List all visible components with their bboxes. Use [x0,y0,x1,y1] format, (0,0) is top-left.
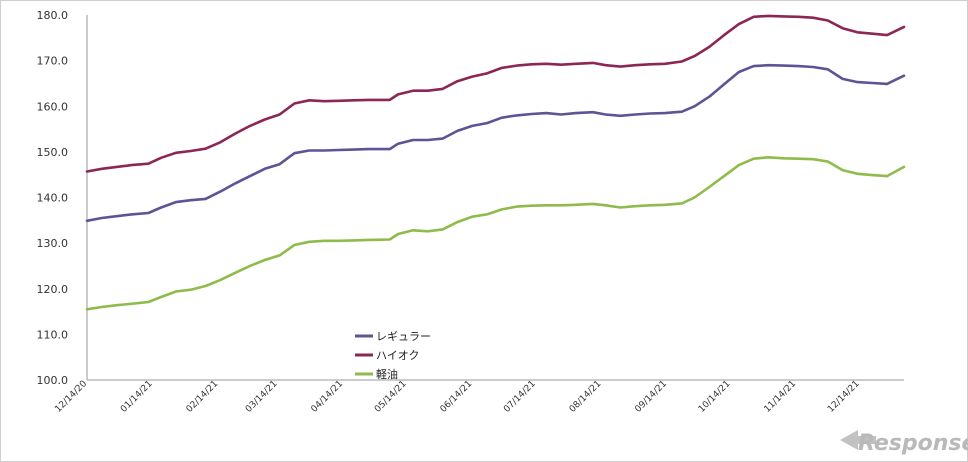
x-tick-label: 07/14/21 [502,379,538,415]
series-line-1 [85,14,906,173]
x-tick-labels: 12/14/20 01/14/21 02/14/21 03/14/21 04/14/21… [53,379,861,415]
legend-label-0: レギュラー [376,330,431,343]
series-line-0 [85,63,906,223]
x-tick-label: 03/14/21 [244,379,280,415]
legend-label-2: 軽油 [376,367,398,381]
watermark-logo: Response. [840,430,968,456]
y-tick-label: 100.0 [37,374,69,387]
y-tick-labels: 100.0 110.0 120.0 130.0 140.0 150.0 160.0 170.0… [37,9,69,387]
series-lines [85,14,906,311]
y-tick-label: 170.0 [37,55,69,68]
x-tick-label: 12/14/21 [826,379,862,415]
x-tick-label: 11/14/21 [763,379,799,415]
watermark-text: Response. [858,431,968,456]
y-tick-label: 130.0 [37,237,69,250]
x-tick-label: 08/14/21 [568,379,604,415]
y-tick-label: 140.0 [37,192,69,205]
y-tick-label: 150.0 [37,146,69,159]
arrow-icon [840,430,876,450]
y-tick-label: 120.0 [37,283,69,296]
x-tick-label: 01/14/21 [119,379,155,415]
y-tick-label: 180.0 [37,9,69,22]
y-tick-label: 160.0 [37,100,69,113]
x-tick-label: 09/14/21 [633,379,669,415]
legend-label-1: ハイオク [376,349,420,362]
x-tick-label: 04/14/21 [310,379,346,415]
y-tick-label: 110.0 [37,328,69,341]
series-line-2 [85,156,906,311]
x-tick-label: 06/14/21 [439,379,475,415]
x-tick-label: 05/14/21 [373,379,409,415]
x-tick-label: 10/14/21 [697,379,733,415]
x-tick-label: 02/14/21 [185,379,221,415]
